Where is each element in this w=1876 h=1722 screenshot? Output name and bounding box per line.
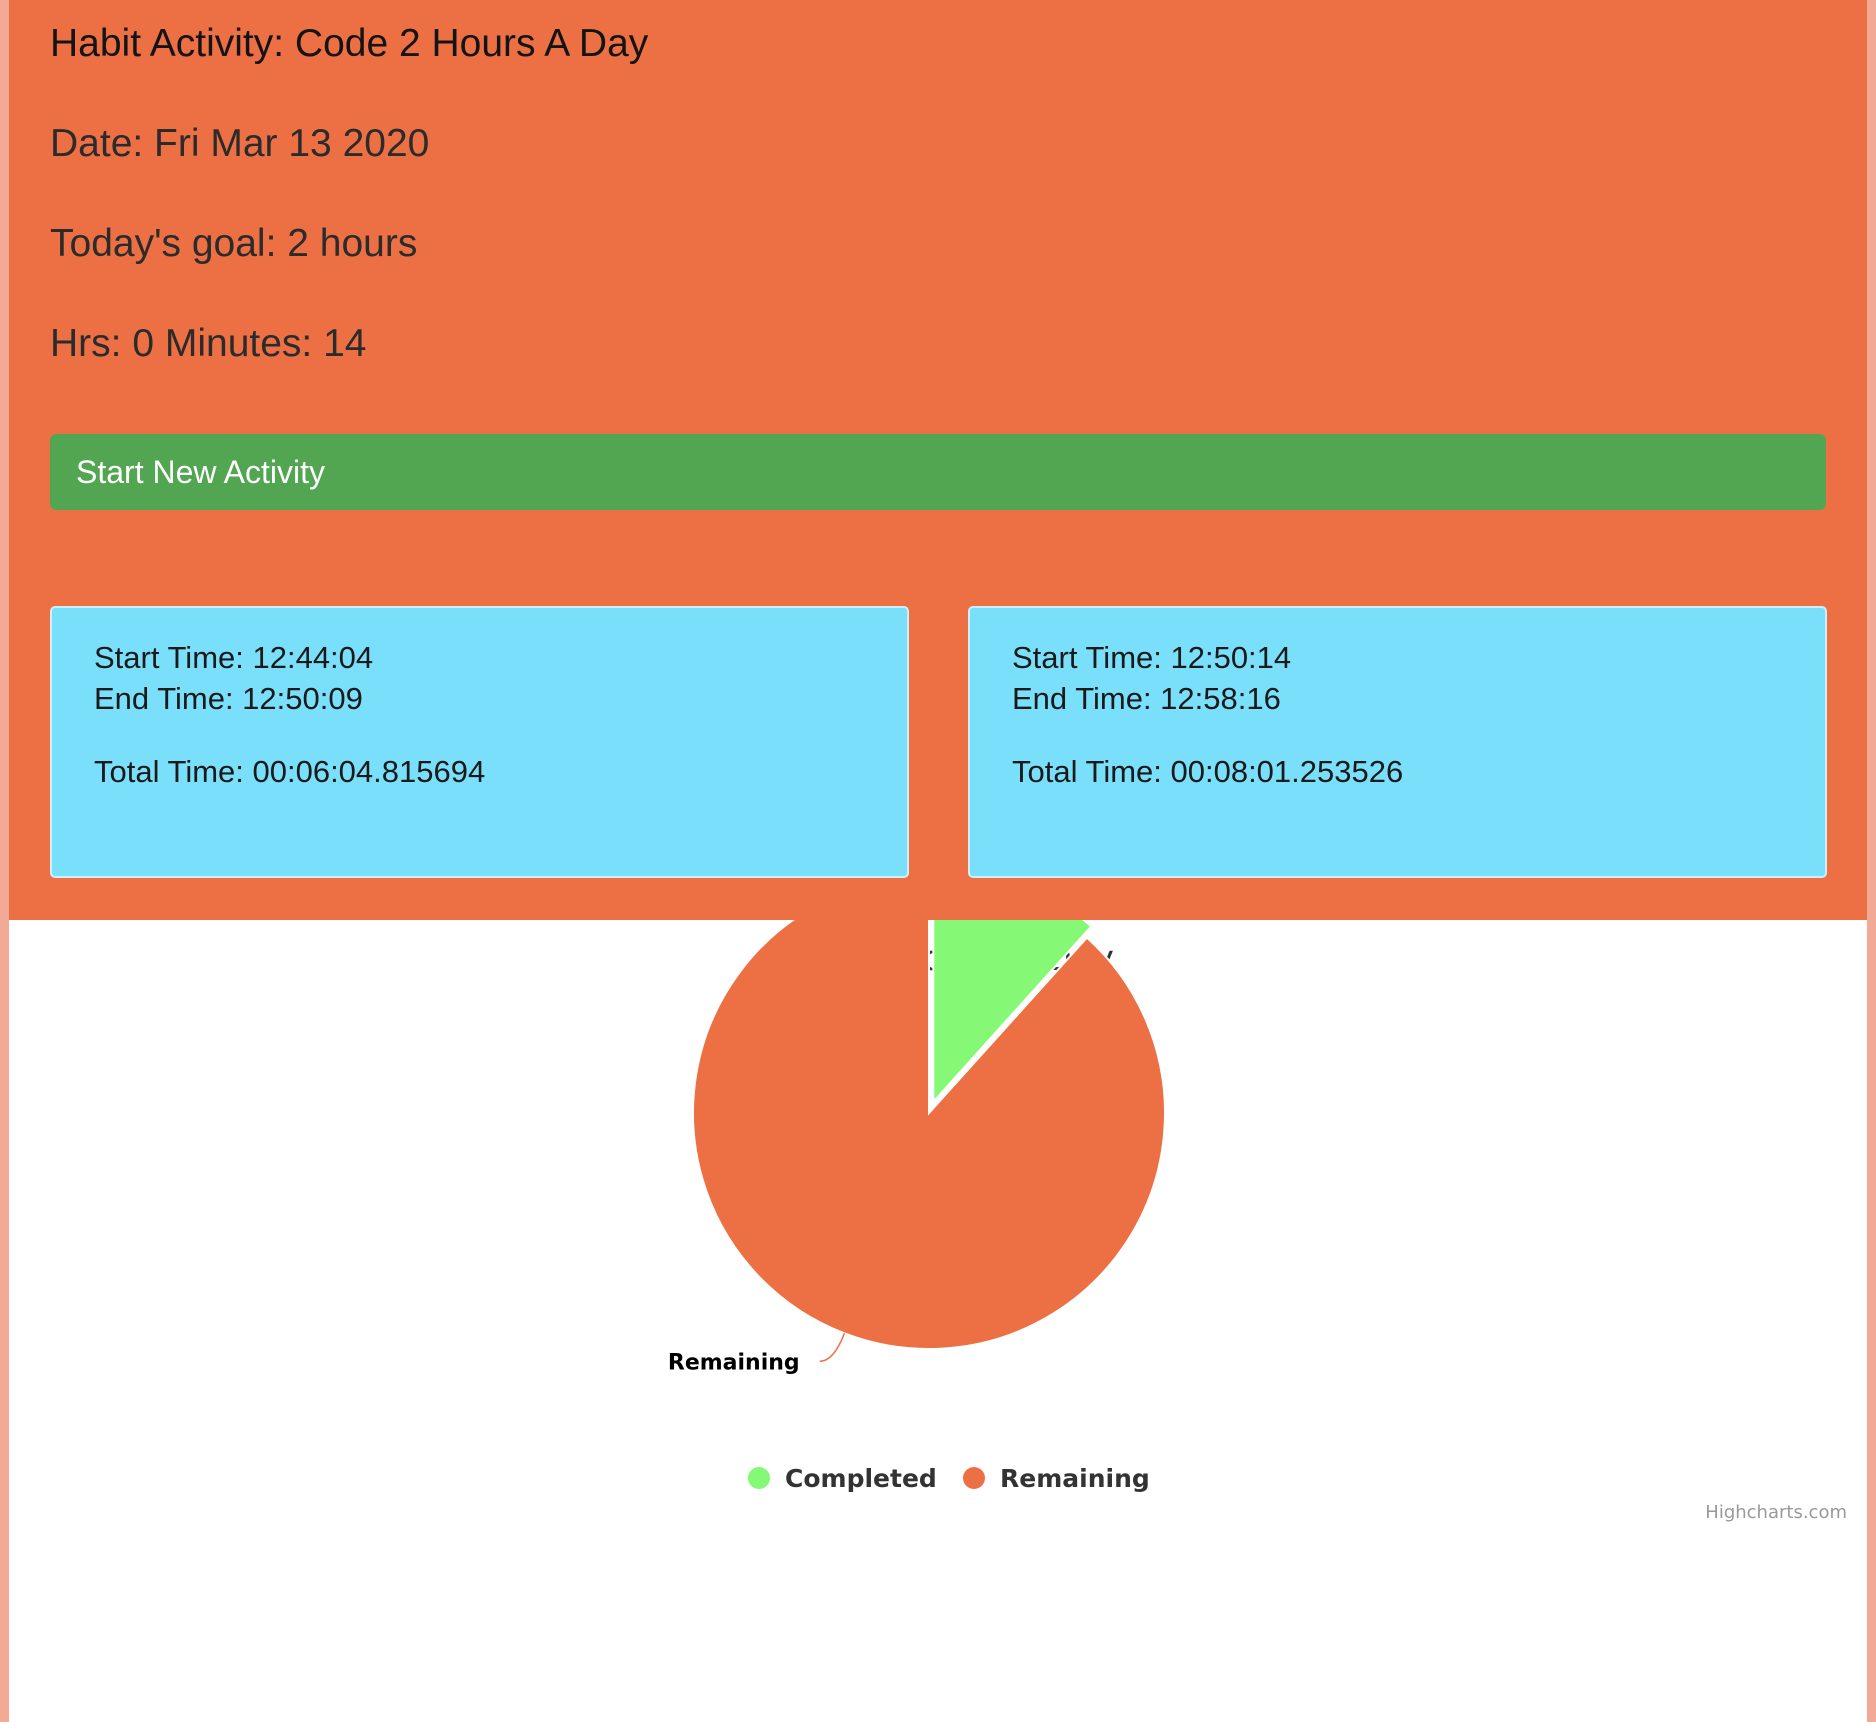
activity-start-time: Start Time: 12:44:04 bbox=[94, 640, 374, 675]
habit-date: Date: Fri Mar 13 2020 bbox=[50, 122, 430, 165]
activity-total-time: Total Time: 00:08:01.253526 bbox=[1012, 754, 1404, 789]
data-label-connector bbox=[819, 1333, 846, 1363]
activity-end-time: End Time: 12:50:09 bbox=[94, 681, 363, 716]
daily-goal: Today's goal: 2 hours bbox=[50, 222, 418, 265]
activity-card: Start Time: 12:50:14 End Time: 12:58:16 … bbox=[968, 606, 1827, 878]
activity-end-time: End Time: 12:58:16 bbox=[1012, 681, 1281, 716]
habit-title: Habit Activity: Code 2 Hours A Day bbox=[50, 22, 649, 65]
pie-slice-remaining[interactable] bbox=[692, 920, 1166, 1350]
pie-chart: Code 2 Hours A DayCompletedRemainingComp… bbox=[668, 920, 1847, 1523]
legend-item[interactable]: Completed bbox=[785, 1464, 937, 1493]
activity-start-time: Start Time: 12:50:14 bbox=[1012, 640, 1292, 675]
legend-item[interactable]: Remaining bbox=[1000, 1464, 1150, 1493]
activity-card: Start Time: 12:44:04 End Time: 12:50:09 … bbox=[50, 606, 909, 878]
start-new-activity-button[interactable]: Start New Activity bbox=[50, 434, 1826, 510]
data-label: Remaining bbox=[668, 1350, 800, 1375]
legend-symbol bbox=[963, 1467, 985, 1489]
activity-total-time: Total Time: 00:06:04.815694 bbox=[94, 754, 486, 789]
habit-panel: Habit Activity: Code 2 Hours A Day Date:… bbox=[9, 0, 1867, 920]
time-progress: Hrs: 0 Minutes: 14 bbox=[50, 322, 367, 365]
pie-chart-container: Code 2 Hours A DayCompletedRemainingComp… bbox=[9, 920, 1867, 1722]
legend-symbol bbox=[748, 1467, 770, 1489]
pie-slice-completed[interactable] bbox=[932, 920, 1093, 1105]
chart-credits[interactable]: Highcharts.com bbox=[1705, 1502, 1847, 1523]
